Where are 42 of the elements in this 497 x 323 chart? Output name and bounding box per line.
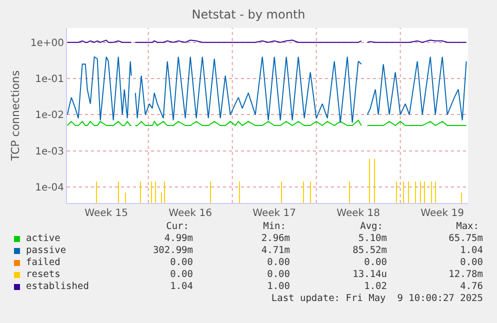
text: 4.71m <box>261 245 290 256</box>
legend-label: failed <box>26 257 60 268</box>
legend-label: passive <box>26 245 66 256</box>
text: 0.00 <box>170 269 193 280</box>
text: Min: <box>263 221 286 232</box>
text: 0.00 <box>460 257 483 268</box>
text: 13.14u <box>352 269 387 280</box>
x-tick-label: Week 17 <box>252 208 296 219</box>
text: 0.00 <box>267 269 290 280</box>
text: 4.99m <box>164 233 193 244</box>
text: 1.04 <box>170 281 193 292</box>
y-tick-label: 1e-04 <box>35 182 64 194</box>
text: 5.10m <box>358 233 387 244</box>
chart-title: Netstat - by month <box>192 8 306 22</box>
text: 4.76 <box>460 281 483 292</box>
legend-label: active <box>26 233 60 244</box>
text: 0.00 <box>364 257 387 268</box>
text: Avg: <box>360 221 383 232</box>
text: 1.00 <box>267 281 290 292</box>
x-tick-label: Week 18 <box>336 208 380 219</box>
y-tick-label: 1e+00 <box>30 38 64 49</box>
text: 12.78m <box>448 269 483 280</box>
y-tick-label: 1e-03 <box>35 146 64 158</box>
text: 0.00 <box>267 257 290 268</box>
text: Last update: Fri May 9 10:00:27 2025 <box>271 293 483 304</box>
text: 85.52m <box>352 245 387 256</box>
x-tick-label: Week 15 <box>84 208 128 219</box>
x-tick-label: Week 16 <box>168 208 212 219</box>
y-tick-label: 1e-01 <box>35 74 64 86</box>
text: 65.75m <box>448 233 483 244</box>
x-tick-label: Week 19 <box>420 208 464 219</box>
text: 0.00 <box>170 257 193 268</box>
text: Cur: <box>166 221 189 232</box>
y-axis-title: TCP connections <box>9 70 22 162</box>
text: Max: <box>456 221 479 232</box>
text: 302.99m <box>152 245 193 256</box>
legend-label: established <box>26 281 89 292</box>
text: 1.02 <box>364 281 387 292</box>
y-tick-label: 1e-02 <box>35 110 64 122</box>
text: 2.96m <box>261 233 290 244</box>
text: 1.04 <box>460 245 483 256</box>
legend-label: resets <box>26 269 60 280</box>
